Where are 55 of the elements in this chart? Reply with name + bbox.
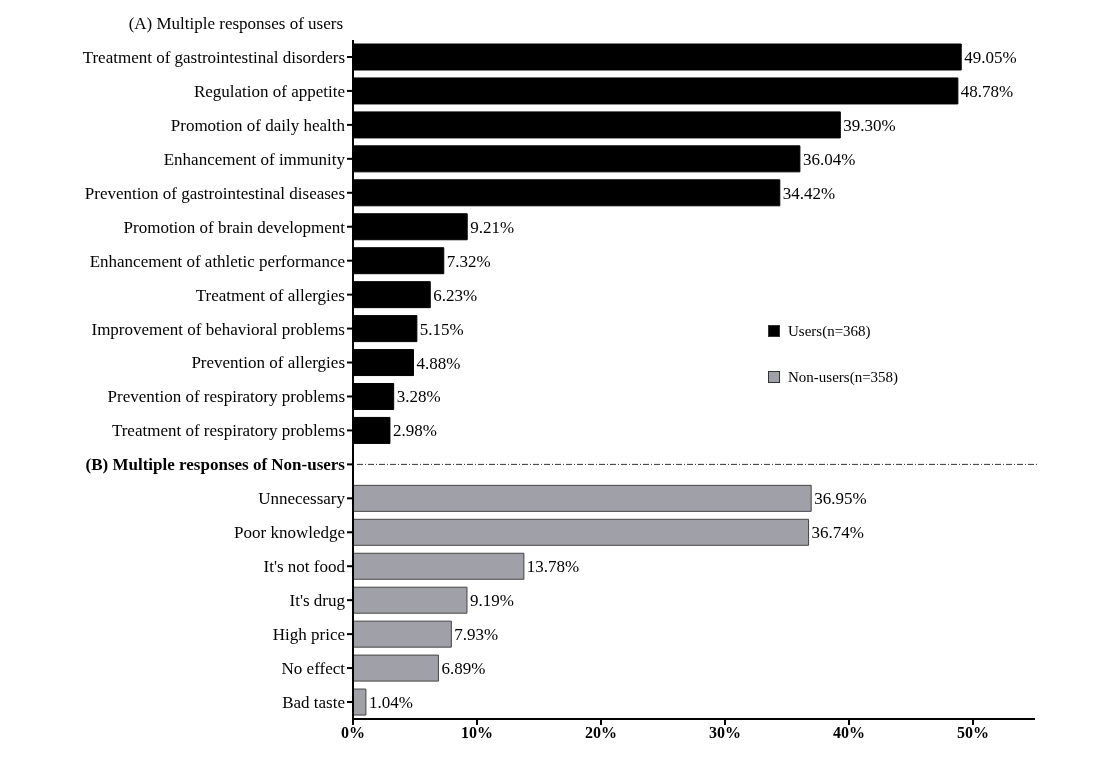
data-label: 7.93% bbox=[454, 625, 499, 645]
legend-label: Users(n=368) bbox=[788, 322, 871, 340]
chart-title: (A) Multiple responses of users bbox=[128, 14, 343, 34]
y-tick-label: Enhancement of immunity bbox=[163, 149, 346, 169]
data-label: 49.05% bbox=[964, 47, 1017, 67]
y-tick-label: Regulation of appetite bbox=[193, 81, 345, 101]
bar bbox=[353, 654, 439, 682]
data-label: 9.21% bbox=[470, 217, 515, 237]
y-tick-label: Enhancement of athletic performance bbox=[89, 251, 345, 271]
y-tick-label: Prevention of allergies bbox=[191, 353, 345, 373]
y-tick-label: It's drug bbox=[289, 591, 346, 611]
data-label: 36.04% bbox=[802, 149, 856, 169]
x-tick-label: 20% bbox=[585, 724, 617, 742]
data-label: 6.89% bbox=[441, 659, 486, 679]
data-label: 6.23% bbox=[433, 285, 478, 305]
y-tick-label: It's not food bbox=[263, 557, 346, 577]
y-tick-label: Treatment of gastrointestinal disorders bbox=[82, 47, 345, 67]
bar bbox=[353, 518, 810, 546]
y-tick-label: No effect bbox=[281, 659, 346, 679]
data-label: 36.74% bbox=[811, 523, 864, 543]
data-label: 3.28% bbox=[396, 387, 441, 407]
data-label: 1.04% bbox=[368, 693, 413, 712]
bar bbox=[353, 586, 468, 614]
data-label: 5.15% bbox=[419, 319, 464, 339]
legend-label: Non-users(n=358) bbox=[788, 368, 899, 386]
bar bbox=[353, 552, 525, 580]
data-label: 9.19% bbox=[469, 591, 514, 611]
y-tick-label: Promotion of daily health bbox=[170, 115, 346, 135]
bar bbox=[353, 484, 812, 512]
x-tick-label: 50% bbox=[957, 724, 989, 742]
x-tick-label: 30% bbox=[709, 724, 741, 742]
y-tick-label: Poor knowledge bbox=[234, 523, 345, 543]
y-tick-label: Promotion of brain development bbox=[123, 217, 346, 237]
x-tick-label: 0% bbox=[341, 724, 365, 742]
data-label: 7.32% bbox=[446, 251, 491, 271]
bar bbox=[353, 688, 367, 716]
y-tick-label: Bad taste bbox=[282, 692, 345, 712]
y-tick-label: Improvement of behavioral problems bbox=[91, 319, 345, 339]
y-tick-label: High price bbox=[272, 625, 345, 645]
x-tick-label: 10% bbox=[461, 724, 493, 742]
text: (B) Multiple responses of Non-users bbox=[85, 455, 346, 475]
y-tick-label: Unnecessary bbox=[258, 489, 346, 509]
y-tick-label: Prevention of gastrointestinal diseases bbox=[84, 183, 345, 203]
y-tick-label: Prevention of respiratory problems bbox=[107, 387, 345, 407]
x-tick-label: 40% bbox=[833, 724, 865, 742]
data-label: 48.78% bbox=[960, 81, 1014, 101]
y-tick-label: Treatment of allergies bbox=[195, 285, 345, 305]
data-label: 4.88% bbox=[416, 353, 461, 373]
data-label: 34.42% bbox=[782, 183, 836, 203]
data-label: 39.30% bbox=[843, 115, 896, 135]
data-label: 2.98% bbox=[392, 421, 437, 441]
data-label: 36.95% bbox=[814, 489, 867, 509]
data-label: 13.78% bbox=[526, 557, 580, 577]
y-tick-label: Treatment of respiratory problems bbox=[111, 421, 345, 441]
bar bbox=[353, 620, 452, 648]
